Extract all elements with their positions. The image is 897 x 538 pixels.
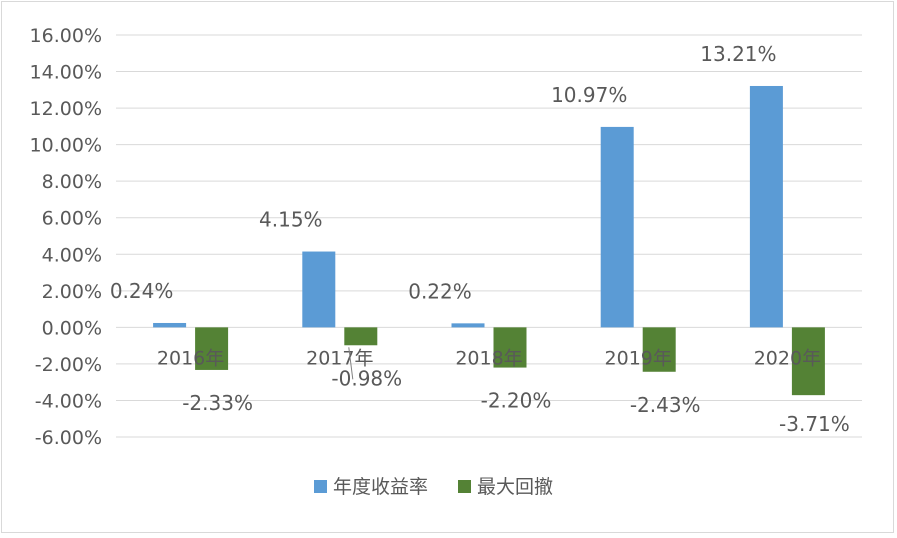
x-axis-category-labels: 2016年 2017年 2018年 2019年 2020年 xyxy=(157,347,821,369)
x-category-label: 2018年 xyxy=(455,347,522,369)
data-label: 4.15% xyxy=(259,208,323,232)
bar-max-drawdown xyxy=(344,327,378,346)
leader-line xyxy=(348,347,354,380)
y-tick-label: -2.00% xyxy=(35,354,102,376)
legend-swatch xyxy=(314,480,327,493)
y-axis-tick-labels: 16.00% 14.00% 12.00% 10.00% 8.00% 6.00% 4.00% 2… xyxy=(30,25,102,449)
bar-annual-return xyxy=(451,323,485,328)
data-labels: 0.24% 4.15% 0.22% 10.97% 13.21% -2.33% -0.98% -… xyxy=(110,42,850,436)
y-tick-label: 6.00% xyxy=(42,208,102,230)
legend: 年度收益率 最大回撤 xyxy=(314,476,553,498)
data-label: -2.20% xyxy=(481,389,552,413)
bar-max-drawdown xyxy=(791,327,825,396)
bar-annual-return xyxy=(153,322,187,328)
y-tick-label: 8.00% xyxy=(42,171,102,193)
y-tick-label: 2.00% xyxy=(42,281,102,303)
data-label: 0.24% xyxy=(110,279,174,303)
legend-entry: 年度收益率 xyxy=(333,476,428,498)
data-label: 0.22% xyxy=(408,279,472,303)
bar-annual-return xyxy=(302,251,336,328)
bar-max-drawdown xyxy=(493,327,527,368)
data-label: -0.98% xyxy=(331,366,402,390)
bar-max-drawdown xyxy=(642,327,676,372)
x-category-label: 2020年 xyxy=(754,347,821,369)
legend-swatch xyxy=(458,480,471,493)
bars xyxy=(153,85,825,396)
y-tick-label: -4.00% xyxy=(35,390,102,412)
x-category-label: 2019年 xyxy=(605,347,672,369)
y-tick-label: 12.00% xyxy=(30,98,102,120)
x-category-label: 2016年 xyxy=(157,347,224,369)
y-tick-label: 14.00% xyxy=(30,62,102,84)
bar-annual-return xyxy=(600,126,634,328)
data-label: 13.21% xyxy=(700,42,776,66)
data-label: -2.43% xyxy=(630,393,701,417)
y-tick-label: -6.00% xyxy=(35,427,102,449)
bar-annual-return xyxy=(749,85,783,328)
data-label: -3.71% xyxy=(779,412,850,436)
bar-max-drawdown xyxy=(195,327,229,370)
legend-entry: 最大回撤 xyxy=(477,476,553,498)
y-tick-label: 4.00% xyxy=(42,244,102,266)
gridlines xyxy=(116,34,862,438)
y-tick-label: 16.00% xyxy=(30,25,102,47)
data-label: -2.33% xyxy=(182,391,253,415)
y-tick-label: 10.00% xyxy=(30,135,102,157)
data-label: 10.97% xyxy=(551,83,627,107)
y-tick-label: 0.00% xyxy=(42,317,102,339)
x-category-label: 2017年 xyxy=(306,347,373,369)
